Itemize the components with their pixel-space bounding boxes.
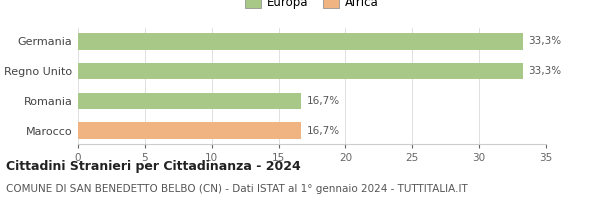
Bar xyxy=(78,63,523,79)
Text: 33,3%: 33,3% xyxy=(529,66,562,76)
Text: Cittadini Stranieri per Cittadinanza - 2024: Cittadini Stranieri per Cittadinanza - 2… xyxy=(6,160,301,173)
Bar xyxy=(78,122,301,139)
Text: 16,7%: 16,7% xyxy=(307,96,340,106)
Bar xyxy=(78,33,523,50)
Text: 16,7%: 16,7% xyxy=(307,126,340,136)
Legend: Europa, Africa: Europa, Africa xyxy=(241,0,383,13)
Bar xyxy=(78,93,301,109)
Text: 33,3%: 33,3% xyxy=(529,36,562,46)
Text: COMUNE DI SAN BENEDETTO BELBO (CN) - Dati ISTAT al 1° gennaio 2024 - TUTTITALIA.: COMUNE DI SAN BENEDETTO BELBO (CN) - Dat… xyxy=(6,184,468,194)
